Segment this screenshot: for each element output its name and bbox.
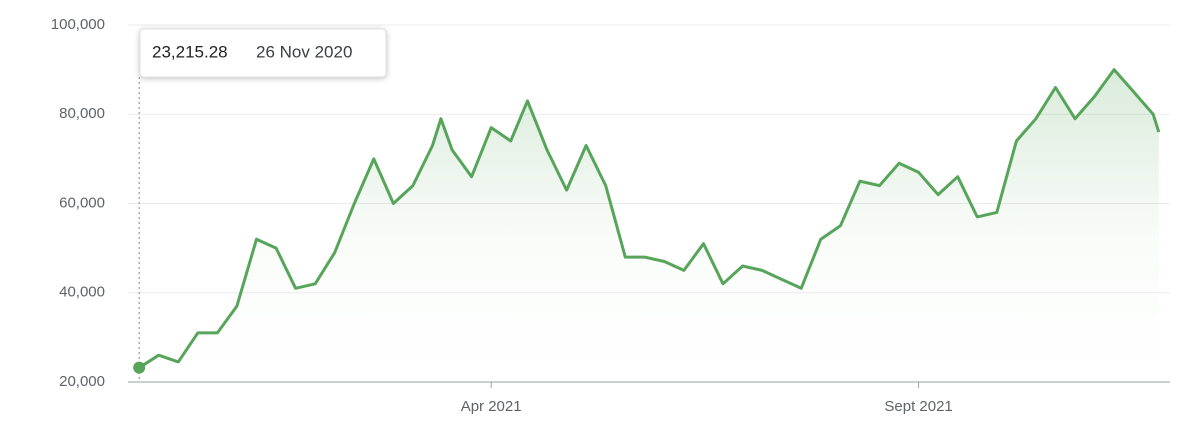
y-tick-label: 80,000 [59, 105, 105, 122]
price-line [138, 68, 1161, 369]
y-tick-label: 60,000 [59, 194, 105, 211]
y-tick-label: 40,000 [59, 284, 105, 301]
tooltip-value: 23,215.28 [152, 42, 228, 61]
x-tick-label: Sept 2021 [884, 398, 952, 415]
area-fill [139, 69, 1159, 382]
x-tick-label: Apr 2021 [461, 398, 522, 415]
y-tick-label: 100,000 [51, 16, 105, 33]
tooltip-box [139, 28, 387, 78]
tooltip-date: 26 Nov 2020 [256, 42, 352, 61]
y-tick-label: 20,000 [59, 373, 105, 390]
hover-dot [133, 361, 146, 374]
tooltip: 23,215.28 26 Nov 2020 [139, 28, 387, 78]
